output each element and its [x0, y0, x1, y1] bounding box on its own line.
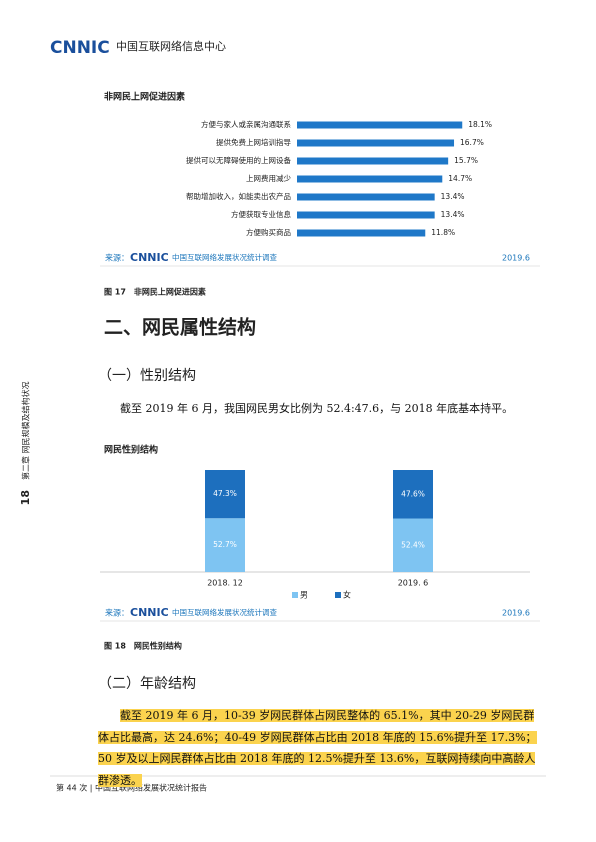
subheading: （二）年龄结构: [98, 676, 196, 692]
subheading: （一）性别结构: [98, 368, 196, 384]
value-label: 18.1%: [468, 120, 492, 129]
caption: 图 17 非网民上网促进因素: [104, 287, 206, 297]
bar: [297, 175, 443, 183]
category-label: 帮助增加收入，如能卖出农产品: [186, 191, 291, 201]
source-name: 中国互联网络发展状况统计调查: [172, 252, 277, 262]
legend-swatch: [292, 592, 298, 598]
value-label: 14.7%: [448, 174, 472, 183]
source-logo: CNNIC: [130, 251, 169, 264]
category-label: 方便获取专业信息: [231, 209, 291, 219]
category-label: 上网费用减少: [246, 173, 291, 183]
legend-label: 女: [343, 590, 351, 600]
value-label: 13.4%: [441, 192, 465, 201]
source-label: 来源：: [105, 254, 129, 263]
heading: 二、网民属性结构: [104, 316, 256, 339]
source-date: 2019.6: [502, 254, 530, 263]
bar-segment: [393, 518, 433, 572]
value-label: 52.7%: [213, 540, 237, 549]
logo: CNNIC: [50, 38, 110, 58]
bar: [297, 193, 435, 201]
sidebar-chapter: 第二章 网民规模及结构状况: [21, 381, 31, 480]
category-label: 提供可以无障碍使用的上网设备: [186, 155, 291, 165]
chart-title: 网民性别结构: [104, 444, 158, 456]
paragraph: 截至 2019 年 6 月，10-39 岁网民群体占网民整体的 65.1%，其中…: [98, 705, 538, 791]
value-label: 11.8%: [431, 228, 455, 237]
source-logo: CNNIC: [130, 606, 169, 619]
bar: [297, 157, 449, 165]
category-label: 方便购买商品: [246, 227, 291, 237]
value-label: 47.3%: [213, 489, 237, 498]
caption: 图 18 网民性别结构: [104, 641, 182, 651]
bar: [297, 121, 463, 129]
category-label: 2019. 6: [398, 579, 429, 588]
legend-swatch: [335, 592, 341, 598]
bar: [297, 211, 435, 219]
org-name: 中国互联网络信息中心: [116, 39, 226, 53]
chart-title: 非网民上网促进因素: [104, 91, 185, 103]
footer: 第 44 次 | 中国互联网络发展状况统计报告: [56, 783, 207, 793]
bar-segment: [393, 470, 433, 519]
source-date: 2019.6: [502, 609, 530, 618]
value-label: 13.4%: [441, 210, 465, 219]
category-label: 2018. 12: [207, 579, 243, 588]
bar-segment: [205, 470, 245, 519]
value-label: 15.7%: [454, 156, 478, 165]
legend-label: 男: [300, 591, 308, 600]
value-label: 52.4%: [401, 540, 425, 549]
value-label: 16.7%: [460, 138, 484, 147]
source-label: 来源：: [105, 609, 129, 618]
category-label: 方便与家人或亲属沟通联系: [201, 119, 291, 129]
sidebar-page: 18: [19, 490, 32, 505]
highlighted-text: 截至 2019 年 6 月，10-39 岁网民群体占网民整体的 65.1%，其中…: [98, 709, 537, 787]
bar-segment: [205, 518, 245, 572]
bar: [297, 139, 455, 147]
bar: [297, 229, 426, 237]
paragraph: 截至 2019 年 6 月，我国网民男女比例为 52.4:47.6，与 2018…: [120, 402, 514, 415]
value-label: 47.6%: [401, 489, 425, 498]
category-label: 提供免费上网培训指导: [216, 137, 291, 147]
source-name: 中国互联网络发展状况统计调查: [172, 607, 277, 617]
